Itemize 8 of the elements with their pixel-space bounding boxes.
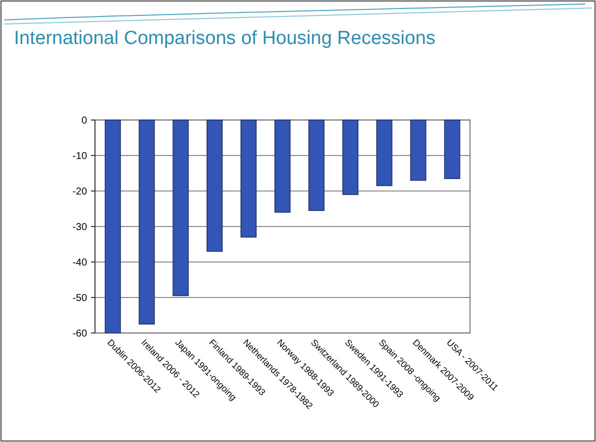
chart-title: International Comparisons of Housing Recessions [14, 28, 436, 49]
y-tick-label: -30 [72, 222, 88, 233]
y-tick-label: 0 [81, 116, 88, 126]
y-tick-label: -60 [72, 328, 88, 340]
y-tick-label: -40 [72, 258, 88, 268]
y-tick-label: -20 [72, 186, 88, 198]
y-tick-label: -50 [72, 293, 88, 304]
y-tick-label: -10 [72, 151, 88, 162]
